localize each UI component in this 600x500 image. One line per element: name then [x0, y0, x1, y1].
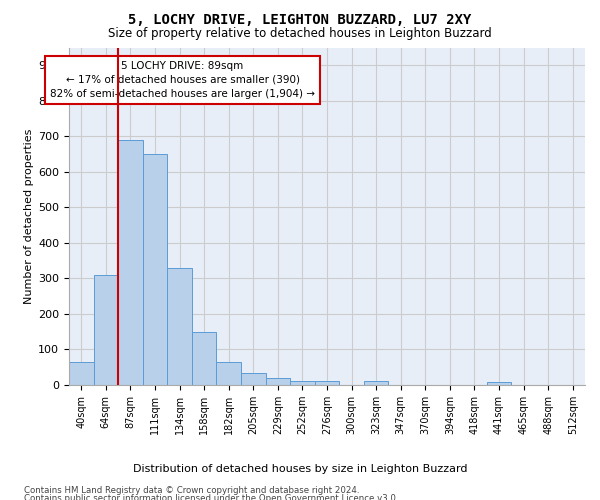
Bar — [69, 362, 94, 385]
Bar — [192, 332, 217, 385]
Bar — [487, 382, 511, 385]
Bar — [94, 275, 118, 385]
Text: Distribution of detached houses by size in Leighton Buzzard: Distribution of detached houses by size … — [133, 464, 467, 473]
Text: Contains HM Land Registry data © Crown copyright and database right 2024.: Contains HM Land Registry data © Crown c… — [24, 486, 359, 495]
Text: Contains public sector information licensed under the Open Government Licence v3: Contains public sector information licen… — [24, 494, 398, 500]
Text: 5 LOCHY DRIVE: 89sqm
← 17% of detached houses are smaller (390)
82% of semi-deta: 5 LOCHY DRIVE: 89sqm ← 17% of detached h… — [50, 61, 315, 99]
Y-axis label: Number of detached properties: Number of detached properties — [24, 128, 34, 304]
Bar — [167, 268, 192, 385]
Bar — [118, 140, 143, 385]
Bar — [217, 362, 241, 385]
Bar — [290, 380, 315, 385]
Bar — [315, 380, 339, 385]
Bar — [364, 382, 388, 385]
Text: Size of property relative to detached houses in Leighton Buzzard: Size of property relative to detached ho… — [108, 28, 492, 40]
Bar — [143, 154, 167, 385]
Bar — [266, 378, 290, 385]
Bar — [241, 372, 266, 385]
Text: 5, LOCHY DRIVE, LEIGHTON BUZZARD, LU7 2XY: 5, LOCHY DRIVE, LEIGHTON BUZZARD, LU7 2X… — [128, 12, 472, 26]
